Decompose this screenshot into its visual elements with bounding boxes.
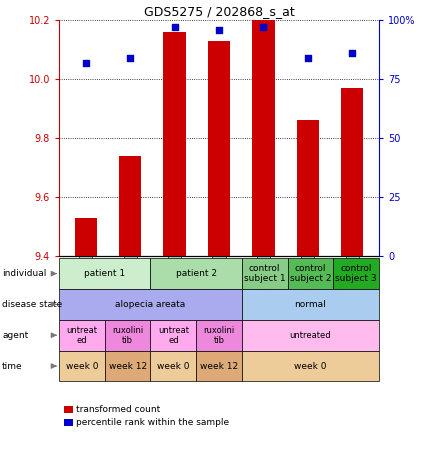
Point: [171, 24, 178, 31]
Point: [260, 24, 267, 31]
Text: transformed count: transformed count: [76, 405, 160, 414]
Text: normal: normal: [294, 300, 326, 309]
Bar: [341, 88, 364, 256]
Text: untreat
ed: untreat ed: [67, 326, 98, 345]
Text: ruxolini
tib: ruxolini tib: [112, 326, 143, 345]
Bar: [208, 41, 230, 256]
Text: week 0: week 0: [294, 361, 327, 371]
Text: week 12: week 12: [200, 361, 238, 371]
Text: time: time: [2, 361, 23, 371]
Text: individual: individual: [2, 269, 46, 278]
Text: untreated: untreated: [290, 331, 331, 340]
Bar: [119, 156, 141, 256]
Title: GDS5275 / 202868_s_at: GDS5275 / 202868_s_at: [144, 5, 294, 18]
Bar: [163, 32, 186, 256]
Text: untreat
ed: untreat ed: [158, 326, 189, 345]
Text: week 0: week 0: [66, 361, 98, 371]
Point: [349, 50, 356, 57]
Text: disease state: disease state: [2, 300, 63, 309]
Text: control
subject 2: control subject 2: [290, 264, 331, 283]
Point: [215, 26, 223, 34]
Point: [304, 54, 311, 62]
Point: [82, 59, 89, 67]
Text: ruxolini
tib: ruxolini tib: [203, 326, 235, 345]
Text: percentile rank within the sample: percentile rank within the sample: [76, 418, 229, 427]
Text: patient 1: patient 1: [84, 269, 125, 278]
Bar: [252, 20, 275, 256]
Text: patient 2: patient 2: [176, 269, 217, 278]
Point: [127, 54, 134, 62]
Text: control
subject 1: control subject 1: [244, 264, 286, 283]
Text: week 0: week 0: [157, 361, 190, 371]
Text: alopecia areata: alopecia areata: [115, 300, 186, 309]
Text: control
subject 3: control subject 3: [335, 264, 377, 283]
Text: week 12: week 12: [109, 361, 147, 371]
Bar: [74, 217, 97, 256]
Bar: [297, 120, 319, 256]
Text: agent: agent: [2, 331, 28, 340]
